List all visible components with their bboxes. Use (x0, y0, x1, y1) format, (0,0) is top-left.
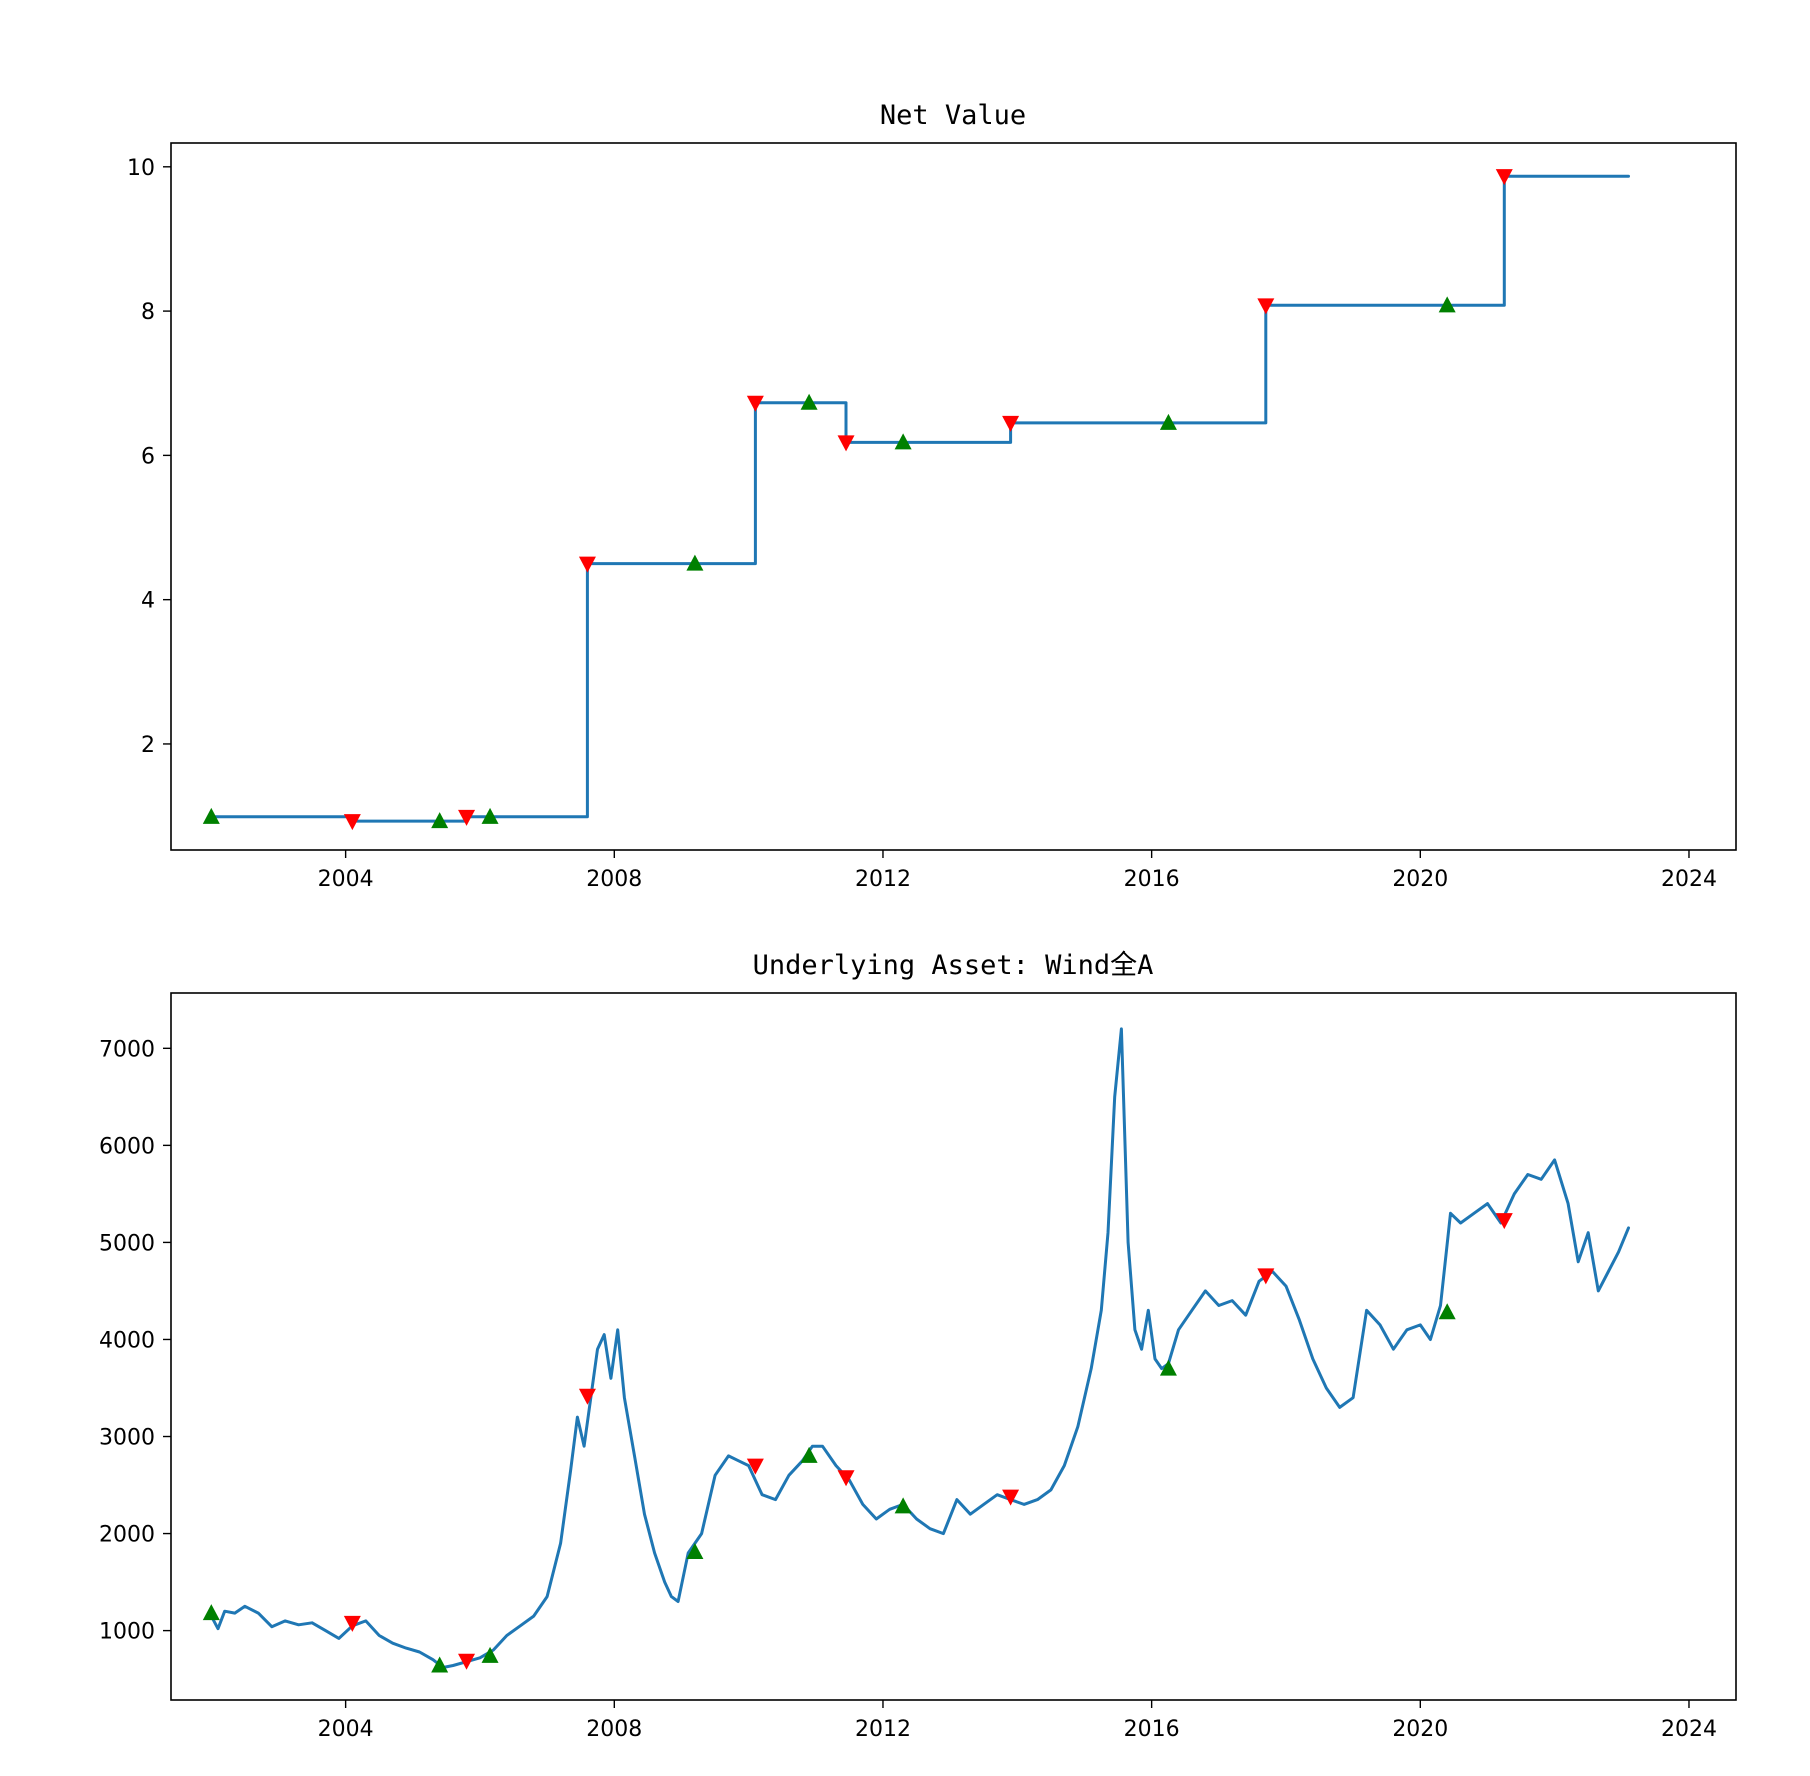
buy-marker (481, 807, 499, 824)
buy-marker (1438, 1303, 1456, 1320)
y-tick-label: 5000 (99, 1231, 155, 1256)
plot-area (202, 169, 1630, 831)
buy-marker (431, 812, 449, 829)
y-tick-label: 4000 (99, 1328, 155, 1353)
buy-marker (202, 1604, 220, 1621)
buy-marker (894, 1497, 912, 1514)
sell-marker (458, 809, 476, 826)
buy-marker (1438, 296, 1456, 313)
x-tick-label: 2016 (1124, 1717, 1180, 1742)
sell-marker (746, 1458, 764, 1475)
sell-marker (837, 1470, 855, 1487)
sell-marker (578, 1388, 596, 1405)
underlying-asset-panel: Underlying Asset: Wind全A 2004 2008 2012 201… (99, 950, 1737, 1742)
sell-marker (1257, 1268, 1275, 1285)
plot-area (202, 1027, 1630, 1673)
x-tick-label: 2008 (586, 1717, 642, 1742)
y-tick-label: 6000 (99, 1134, 155, 1159)
y-tick-label: 8 (141, 300, 155, 325)
axes-frame (170, 992, 1737, 1701)
x-tick-label: 2024 (1661, 1717, 1717, 1742)
x-tick-label: 2024 (1661, 867, 1717, 892)
sell-marker (837, 435, 855, 452)
buy-marker (686, 1543, 704, 1560)
net-value-panel: Net Value 2004 2008 2012 2016 2020 2024 2 4 6 8 10 (127, 100, 1737, 892)
sell-marker (1002, 415, 1020, 432)
buy-marker (1159, 1359, 1177, 1376)
sell-marker (1257, 298, 1275, 315)
x-tick-label: 2012 (855, 1717, 911, 1742)
buy-marker (800, 1446, 818, 1463)
buy-marker (1159, 413, 1177, 430)
buy-marker (202, 807, 220, 824)
axis-ticks: 2004 2008 2012 2016 2020 2024 1000 2000 3000 4000… (99, 1037, 1717, 1742)
sell-marker (1495, 1213, 1513, 1230)
y-tick-label: 7000 (99, 1037, 155, 1062)
series-line (209, 1027, 1630, 1669)
y-tick-label: 3000 (99, 1426, 155, 1451)
series-line (209, 174, 1630, 823)
x-tick-label: 2004 (318, 867, 374, 892)
sell-marker (746, 395, 764, 412)
x-tick-label: 2016 (1124, 867, 1180, 892)
axes-frame (170, 142, 1737, 851)
y-tick-label: 1000 (99, 1620, 155, 1645)
y-tick-label: 2 (141, 733, 155, 758)
buy-marker (481, 1646, 499, 1663)
chart-title: Net Value (880, 100, 1026, 131)
axis-ticks: 2004 2008 2012 2016 2020 2024 2 4 6 8 10 (127, 156, 1717, 892)
buy-marker (431, 1656, 449, 1673)
sell-marker (343, 814, 361, 831)
x-tick-label: 2020 (1392, 867, 1448, 892)
sell-marker (1495, 169, 1513, 186)
sell-marker (578, 556, 596, 573)
y-tick-label: 10 (127, 156, 155, 181)
sell-marker (343, 1615, 361, 1632)
y-tick-label: 4 (141, 589, 155, 614)
sell-marker (458, 1653, 476, 1670)
y-tick-label: 2000 (99, 1523, 155, 1548)
buy-marker (686, 554, 704, 571)
y-tick-label: 6 (141, 444, 155, 469)
x-tick-label: 2012 (855, 867, 911, 892)
buy-marker (894, 433, 912, 450)
x-tick-label: 2008 (586, 867, 642, 892)
x-tick-label: 2004 (318, 1717, 374, 1742)
chart-title: Underlying Asset: Wind全A (753, 950, 1154, 981)
buy-marker (800, 393, 818, 410)
sell-marker (1002, 1489, 1020, 1506)
x-tick-label: 2020 (1392, 1717, 1448, 1742)
